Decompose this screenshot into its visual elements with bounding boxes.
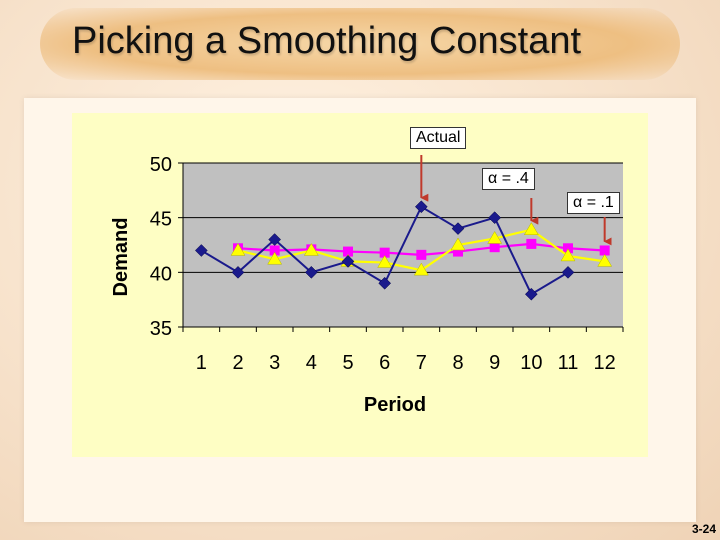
- data-point-alpha-01: [453, 246, 463, 257]
- x-tick-label: 6: [379, 352, 390, 374]
- y-tick-label: 40: [150, 263, 172, 285]
- data-point-alpha-04: [487, 230, 503, 244]
- slide-number: 3-24: [691, 522, 716, 536]
- data-point-alpha-01: [269, 245, 280, 256]
- data-point-actual: [268, 233, 282, 246]
- slide-title: Picking a Smoothing Constant: [72, 20, 582, 62]
- data-point-alpha-01: [489, 242, 500, 253]
- data-point-alpha-01: [563, 243, 573, 254]
- data-point-alpha-04: [377, 254, 393, 268]
- x-tick-label: 9: [489, 352, 500, 374]
- y-axis-title: Demand: [110, 218, 132, 297]
- data-point-actual: [414, 200, 428, 214]
- data-point-alpha-04: [413, 262, 429, 276]
- data-point-actual: [304, 265, 318, 279]
- x-tick-label: 5: [342, 352, 353, 374]
- data-point-actual: [194, 244, 208, 257]
- x-tick-label: 1: [196, 352, 207, 374]
- x-tick-label: 10: [520, 352, 542, 374]
- data-point-alpha-01: [343, 246, 353, 257]
- data-point-alpha-04: [597, 253, 613, 267]
- y-tick-label: 50: [150, 154, 172, 176]
- data-point-alpha-04: [560, 248, 576, 262]
- data-point-actual: [341, 255, 355, 268]
- y-tick-label: 45: [150, 209, 172, 231]
- data-point-alpha-01: [599, 245, 610, 256]
- data-point-alpha-04: [450, 237, 466, 251]
- data-point-alpha-04: [523, 222, 539, 235]
- data-point-actual: [488, 211, 502, 225]
- callout-actual: Actual: [410, 127, 467, 149]
- series-actual: [194, 200, 575, 301]
- chart-area: 35 40 45 50 1 2 3 4 5 6 7 8 9 10 11 12 Period Demand: [72, 113, 648, 457]
- data-point-alpha-04: [230, 242, 246, 256]
- data-point-alpha-04: [303, 242, 319, 256]
- x-tick-label: 8: [452, 352, 463, 374]
- x-tick-label: 3: [269, 352, 280, 374]
- y-tick-label: 35: [150, 318, 172, 340]
- x-tick-label: 12: [594, 352, 616, 374]
- data-point-actual: [561, 265, 575, 279]
- title-banner: [40, 8, 680, 80]
- data-point-actual: [524, 287, 538, 301]
- data-point-actual: [451, 222, 465, 235]
- x-tick-label: 11: [558, 352, 579, 374]
- data-point-alpha-01: [526, 238, 537, 249]
- x-axis-title: Period: [364, 394, 426, 416]
- x-tick-label: 7: [416, 352, 427, 374]
- data-point-alpha-01: [379, 247, 390, 258]
- data-point-actual: [231, 265, 245, 279]
- callout-alpha-04: α = .4: [482, 168, 535, 190]
- data-point-alpha-04: [267, 251, 283, 265]
- x-tick-label: 4: [306, 352, 317, 374]
- data-point-actual: [378, 276, 392, 290]
- callout-alpha-01: α = .1: [567, 192, 620, 214]
- data-point-alpha-01: [416, 249, 427, 260]
- series-alpha-01: [233, 238, 610, 260]
- x-tick-label: 2: [232, 352, 243, 374]
